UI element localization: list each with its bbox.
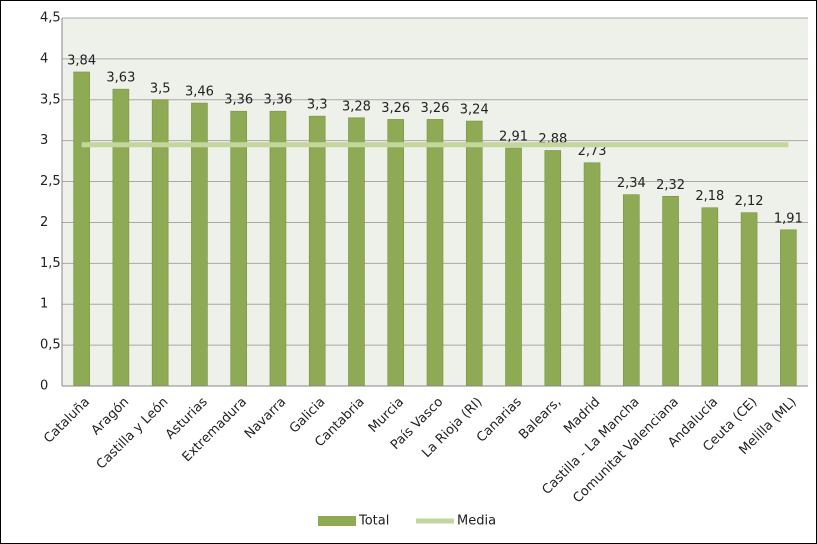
value-label: 2,34 [617, 176, 646, 191]
y-tick-label: 4,5 [40, 11, 61, 26]
y-tick-label: 3,5 [40, 92, 61, 107]
value-label: 2,91 [499, 130, 528, 145]
legend-label: Media [457, 514, 496, 529]
value-label: 2,73 [578, 144, 607, 159]
bar [662, 195, 679, 387]
legend-label: Total [358, 514, 389, 529]
bar [112, 88, 130, 387]
y-tick-label: 0,5 [40, 338, 61, 353]
y-tick-label: 3 [40, 133, 48, 148]
bar [387, 119, 405, 387]
bar [740, 212, 758, 387]
y-tick-label: 1,5 [40, 256, 61, 271]
value-label: 3,24 [460, 103, 489, 118]
bar [426, 119, 444, 387]
bar [308, 115, 326, 387]
value-label: 3,26 [381, 101, 410, 116]
value-label: 3,26 [421, 101, 450, 116]
bar [348, 117, 365, 387]
bar [73, 71, 90, 387]
value-label: 3,36 [263, 93, 292, 108]
value-label: 3,5 [150, 81, 171, 96]
legend-swatch [318, 516, 356, 526]
value-label: 3,63 [106, 71, 135, 86]
value-label: 3,3 [307, 98, 328, 113]
value-label: 3,46 [185, 85, 214, 100]
y-tick-label: 0 [40, 379, 48, 394]
value-label: 2,18 [695, 189, 724, 204]
value-label: 3,28 [342, 99, 371, 114]
value-label: 2,32 [656, 178, 685, 193]
y-tick-label: 4 [40, 51, 48, 66]
bar [269, 110, 287, 387]
bar [623, 194, 640, 387]
bar [505, 147, 522, 387]
y-tick-label: 1 [40, 297, 48, 312]
bar [583, 162, 601, 387]
bar [465, 120, 483, 387]
bar [230, 110, 247, 387]
bar [701, 207, 719, 387]
y-tick-label: 2 [40, 215, 48, 230]
value-label: 2,12 [735, 194, 764, 209]
bar [780, 229, 797, 387]
y-tick-label: 2,5 [40, 174, 61, 189]
value-label: 3,36 [224, 93, 253, 108]
value-label: 1,91 [774, 211, 803, 226]
value-label: 3,84 [67, 53, 96, 68]
bar [544, 150, 562, 387]
